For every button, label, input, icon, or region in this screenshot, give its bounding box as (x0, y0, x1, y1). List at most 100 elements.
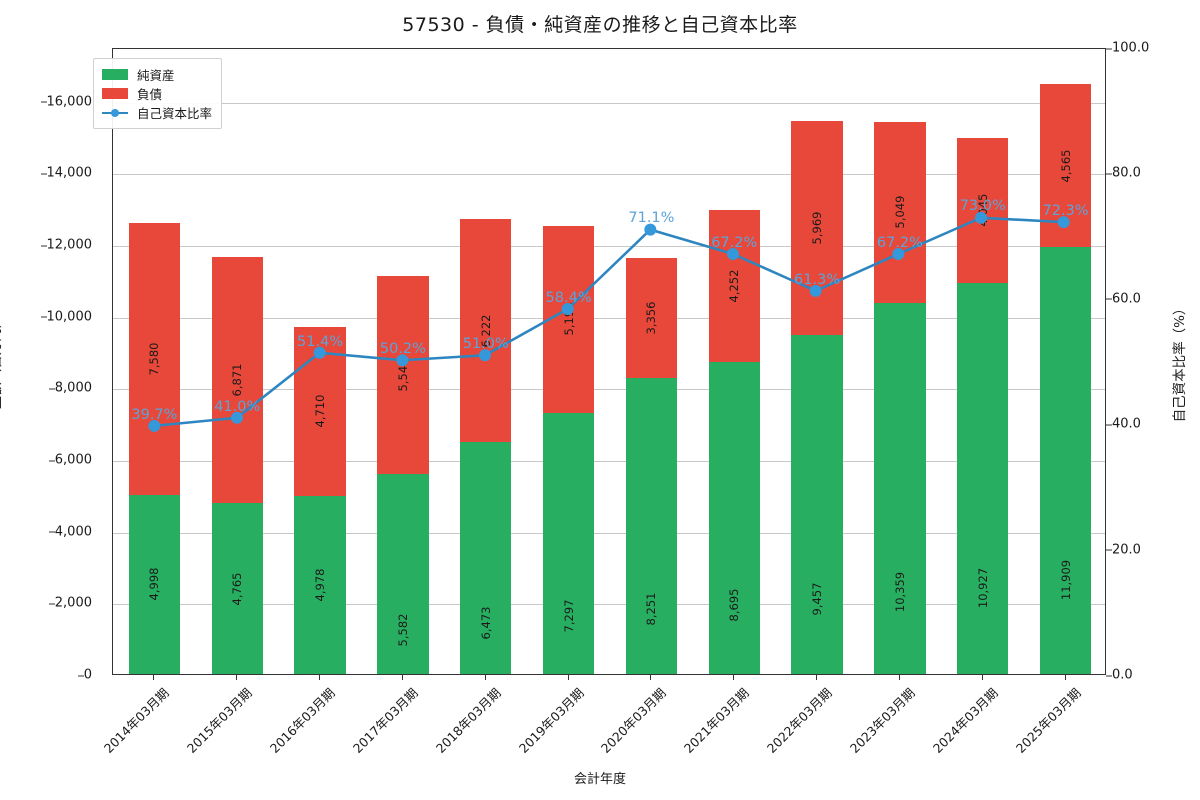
bar-segment-equity[interactable]: 8,695 (708, 362, 760, 674)
y-axis-tick-label: 12,000 (40, 238, 92, 253)
ratio-data-point[interactable] (313, 346, 326, 359)
ratio-data-point[interactable] (148, 419, 161, 432)
bar-segment-equity[interactable]: 4,998 (128, 494, 181, 674)
ratio-data-point[interactable] (809, 284, 822, 297)
bar-segment-liability[interactable]: 3,356 (625, 258, 678, 379)
y2-axis-tick-mark (1106, 298, 1112, 300)
y-axis-tick-label: 2,000 (48, 596, 92, 611)
x-axis-tick-label: 2024年03月期 (929, 685, 1001, 756)
ratio-value-label: 67.2% (876, 234, 923, 251)
x-axis-tick-label: 2023年03月期 (846, 685, 918, 756)
x-axis-tick-mark (567, 675, 569, 680)
bar-segment-liability[interactable]: 5,049 (874, 121, 926, 303)
bar-group[interactable]: 5,049 10,359 (874, 121, 926, 674)
x-axis-tick-label: 2021年03月期 (681, 685, 752, 756)
gridline (113, 246, 1105, 248)
ratio-data-point[interactable] (231, 411, 243, 424)
gridline (113, 102, 1105, 104)
legend: 純資産 負債 自己資本比率 (93, 58, 223, 129)
legend-label-ratio: 自己資本比率 (137, 106, 213, 121)
bar-group[interactable]: 5,541 5,582 (377, 275, 429, 674)
x-axis-tick-label: 2015年03月期 (184, 685, 255, 756)
plot-area: 7,580 4,998 6,871 4,765 4,710 4,978 5,541 5,582… (112, 48, 1106, 675)
bar-segment-liability[interactable]: 6,871 (211, 257, 263, 504)
x-axis-tick-mark (484, 675, 486, 680)
y-axis-left-label: 金額（百万円） (0, 314, 4, 410)
x-axis-tick-label: 2017年03月期 (349, 685, 421, 756)
x-axis-tick-mark (650, 675, 652, 680)
y-axis-tick-label: 14,000 (40, 166, 92, 181)
bar-segment-equity[interactable]: 10,927 (957, 282, 1009, 674)
bar-segment-equity[interactable]: 11,909 (1039, 247, 1092, 674)
y-axis-tick-mark (40, 101, 47, 103)
legend-item-liability: 負債 (102, 84, 212, 103)
bar-segment-liability[interactable]: 7,580 (128, 223, 181, 495)
bar-group[interactable]: 3,356 8,251 (625, 258, 678, 674)
gridline (113, 174, 1105, 176)
y2-axis-tick-mark (1106, 173, 1112, 175)
bar-group[interactable]: 6,222 6,473 (460, 219, 512, 674)
y-axis-tick-label: 4,000 (48, 524, 92, 539)
y-axis-tick-label: 10,000 (40, 309, 92, 324)
ratio-data-point[interactable] (561, 303, 574, 315)
bar-group[interactable]: 6,871 4,765 (211, 257, 263, 674)
bar-group[interactable]: 4,045 10,927 (957, 137, 1009, 674)
bar-segment-equity[interactable]: 4,765 (211, 503, 263, 674)
y2-axis-tick-mark (1106, 675, 1112, 676)
x-axis-tick-mark (153, 675, 155, 680)
ratio-data-point[interactable] (396, 354, 409, 367)
bar-segment-liability[interactable]: 4,045 (957, 137, 1009, 283)
y-axis-tick-label: 8,000 (48, 381, 92, 396)
bar-group[interactable]: 4,565 11,909 (1039, 83, 1092, 674)
y-axis-tick-label: 0 (77, 668, 92, 683)
legend-swatch-liability (102, 88, 128, 99)
x-axis-tick-label: 2025年03月期 (1012, 685, 1084, 756)
ratio-data-point[interactable] (892, 248, 905, 260)
bar-group[interactable]: 4,252 8,695 (708, 210, 760, 674)
x-axis-tick-label: 2018年03月期 (432, 685, 504, 756)
ratio-value-label: 72.3% (1042, 202, 1089, 219)
ratio-data-point[interactable] (644, 223, 657, 236)
bar-segment-liability[interactable]: 5,541 (377, 275, 429, 475)
ratio-value-label: 67.2% (711, 234, 758, 251)
y-axis-tick-mark (48, 531, 55, 533)
ratio-value-label: 51.0% (462, 336, 509, 353)
y-axis-tick-label: 6,000 (48, 453, 92, 468)
ratio-data-point[interactable] (727, 248, 739, 260)
x-axis-tick-mark (981, 675, 983, 680)
x-axis-tick-label: 2014年03月期 (101, 685, 173, 756)
legend-label-liability: 負債 (137, 87, 163, 102)
legend-marker-ratio-icon (102, 107, 128, 118)
y-axis-tick-mark (40, 316, 47, 318)
y2-axis-tick-mark (1106, 549, 1112, 551)
x-axis-label: 会計年度 (573, 772, 626, 787)
y-axis-tick-mark (40, 245, 47, 247)
ratio-value-label: 61.3% (794, 271, 841, 288)
bar-segment-liability[interactable]: 4,252 (708, 210, 760, 363)
bar-group[interactable]: 4,710 4,978 (294, 326, 346, 674)
bar-segment-equity[interactable]: 7,297 (542, 412, 595, 674)
ratio-data-point[interactable] (975, 211, 987, 224)
bar-group[interactable]: 5,969 9,457 (791, 121, 843, 674)
bar-segment-liability[interactable]: 5,969 (791, 121, 843, 336)
y-axis-tick-mark (48, 460, 55, 462)
bar-segment-equity[interactable]: 4,978 (294, 495, 346, 674)
bar-group[interactable]: 7,580 4,998 (128, 223, 181, 674)
bar-segment-equity[interactable]: 8,251 (625, 378, 678, 674)
x-axis-tick-label: 2022年03月期 (763, 685, 835, 756)
bar-segment-equity[interactable]: 6,473 (460, 442, 512, 674)
bar-segment-equity[interactable]: 10,359 (874, 302, 926, 674)
y2-axis-tick-label: 20.0 (1106, 542, 1141, 557)
bar-segment-liability[interactable]: 6,222 (460, 219, 512, 443)
ratio-value-label: 41.0% (214, 398, 261, 415)
bar-segment-equity[interactable]: 5,582 (377, 474, 429, 674)
ratio-value-label: 73.0% (959, 198, 1006, 215)
x-axis-tick-mark (733, 675, 735, 680)
page-title: 57530 - 負債・純資産の推移と自己資本比率 (402, 14, 798, 36)
bar-segment-equity[interactable]: 9,457 (791, 335, 843, 674)
ratio-data-point[interactable] (1057, 216, 1070, 229)
ratio-data-point[interactable] (479, 349, 491, 362)
gridline (113, 604, 1105, 606)
y-axis-tick-mark (40, 173, 47, 175)
